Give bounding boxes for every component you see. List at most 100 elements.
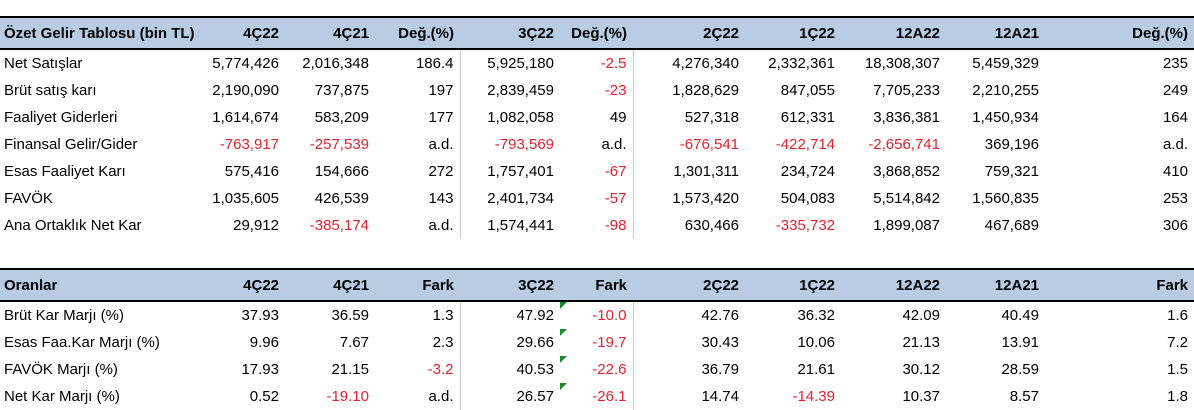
table-cell[interactable]: -10.0 bbox=[560, 301, 633, 329]
table-cell[interactable]: 847,055 bbox=[780, 82, 835, 99]
table-cell[interactable]: 29.66 bbox=[459, 329, 560, 356]
table-cell[interactable]: 5,459,329 bbox=[972, 55, 1039, 72]
summary-header-cell[interactable]: Değ.(%) bbox=[1045, 16, 1194, 50]
table-cell[interactable]: a.d. bbox=[428, 217, 454, 234]
table-cell[interactable]: 40.53 bbox=[459, 356, 560, 383]
row-label[interactable]: FAVÖK Marjı (%) bbox=[4, 361, 118, 378]
table-cell[interactable]: 30.43 bbox=[632, 329, 745, 356]
table-cell[interactable]: 36.79 bbox=[632, 356, 745, 383]
ratios-header-cell[interactable]: 1Ç22 bbox=[745, 268, 841, 302]
table-cell[interactable]: 28.59 bbox=[1001, 361, 1039, 378]
table-cell[interactable]: 2,401,734 bbox=[459, 185, 560, 212]
table-cell[interactable]: 1.8 bbox=[1167, 388, 1188, 405]
table-cell[interactable]: a.d. bbox=[428, 136, 454, 153]
row-label[interactable]: Ana Ortaklık Net Kar bbox=[4, 217, 142, 234]
summary-header-cell[interactable]: 12A22 bbox=[841, 16, 946, 50]
table-cell[interactable]: a.d. bbox=[428, 388, 454, 405]
table-cell[interactable]: 235 bbox=[1162, 55, 1188, 72]
table-cell[interactable]: -14.39 bbox=[792, 388, 835, 405]
row-label[interactable]: Faaliyet Giderleri bbox=[4, 109, 118, 126]
table-cell[interactable]: 5,925,180 bbox=[459, 49, 560, 77]
table-cell[interactable]: 7,705,233 bbox=[873, 82, 940, 99]
ratios-header-cell[interactable]: 3Ç22 bbox=[460, 268, 560, 302]
table-cell[interactable]: -2.5 bbox=[600, 55, 627, 72]
table-cell[interactable]: 177 bbox=[428, 109, 454, 126]
table-cell[interactable]: -385,174 bbox=[309, 217, 369, 234]
table-cell[interactable]: -26.1 bbox=[560, 383, 633, 410]
row-label[interactable]: Esas Faa.Kar Marjı (%) bbox=[4, 334, 160, 351]
ratios-header-cell[interactable]: 4Ç22 bbox=[195, 268, 285, 302]
summary-header-cell[interactable]: 12A21 bbox=[946, 16, 1045, 50]
table-cell[interactable]: 21.61 bbox=[797, 361, 835, 378]
table-cell[interactable]: 4,276,340 bbox=[632, 49, 745, 77]
table-cell[interactable]: 2,190,090 bbox=[212, 82, 279, 99]
table-cell[interactable]: 2,332,361 bbox=[768, 55, 835, 72]
table-cell[interactable]: -2,656,741 bbox=[868, 136, 940, 153]
table-cell[interactable]: 7.67 bbox=[339, 334, 369, 351]
summary-header-cell[interactable]: Değ.(%) bbox=[375, 16, 460, 50]
table-cell[interactable]: 369,196 bbox=[984, 136, 1039, 153]
table-cell[interactable]: -22.6 bbox=[560, 356, 633, 383]
table-cell[interactable]: 1,450,934 bbox=[972, 109, 1039, 126]
table-cell[interactable]: 17.93 bbox=[241, 361, 279, 378]
table-cell[interactable]: -422,714 bbox=[775, 136, 835, 153]
row-label[interactable]: Esas Faaliyet Karı bbox=[4, 163, 126, 180]
table-cell[interactable]: 21.15 bbox=[331, 361, 369, 378]
table-cell[interactable]: -19.7 bbox=[560, 329, 633, 356]
table-cell[interactable]: 2,016,348 bbox=[302, 55, 369, 72]
table-cell[interactable]: 234,724 bbox=[780, 163, 835, 180]
table-cell[interactable]: 13.91 bbox=[1001, 334, 1039, 351]
table-cell[interactable]: 14.74 bbox=[632, 383, 745, 410]
table-cell[interactable]: 1,082,058 bbox=[459, 104, 560, 131]
table-cell[interactable]: -23 bbox=[604, 82, 627, 99]
table-cell[interactable]: 612,331 bbox=[780, 109, 835, 126]
table-cell[interactable]: 1,614,674 bbox=[212, 109, 279, 126]
table-cell[interactable]: 0.52 bbox=[249, 388, 279, 405]
table-cell[interactable]: -3.2 bbox=[427, 361, 454, 378]
row-label[interactable]: Finansal Gelir/Gider bbox=[4, 136, 138, 153]
summary-header-cell[interactable]: 4Ç21 bbox=[285, 16, 375, 50]
table-cell[interactable]: -763,917 bbox=[219, 136, 279, 153]
table-cell[interactable]: 1,573,420 bbox=[632, 185, 745, 212]
table-cell[interactable]: 1,757,401 bbox=[459, 158, 560, 185]
table-cell[interactable]: 21.13 bbox=[902, 334, 940, 351]
table-cell[interactable]: 1,574,441 bbox=[459, 212, 560, 239]
table-cell[interactable]: 26.57 bbox=[459, 383, 560, 410]
table-cell[interactable]: -676,541 bbox=[632, 131, 745, 158]
summary-header-cell[interactable]: 3Ç22 bbox=[460, 16, 560, 50]
ratios-header-cell[interactable]: 2Ç22 bbox=[633, 268, 745, 302]
ratios-header-cell[interactable]: 12A21 bbox=[946, 268, 1045, 302]
table-cell[interactable]: 3,836,381 bbox=[873, 109, 940, 126]
table-cell[interactable]: 306 bbox=[1162, 217, 1188, 234]
table-cell[interactable]: 583,209 bbox=[314, 109, 369, 126]
table-cell[interactable]: 18,308,307 bbox=[864, 55, 940, 72]
table-cell[interactable]: 410 bbox=[1162, 163, 1188, 180]
row-label[interactable]: Brüt Kar Marjı (%) bbox=[4, 307, 125, 324]
table-cell[interactable]: 186.4 bbox=[415, 55, 454, 72]
table-cell[interactable]: 8.57 bbox=[1009, 388, 1039, 405]
table-cell[interactable]: 5,774,426 bbox=[212, 55, 279, 72]
summary-header-cell[interactable]: Değ.(%) bbox=[560, 16, 633, 50]
table-cell[interactable]: 154,666 bbox=[314, 163, 369, 180]
row-label[interactable]: Net Kar Marjı (%) bbox=[4, 388, 120, 405]
table-cell[interactable]: 30.12 bbox=[902, 361, 940, 378]
table-cell[interactable]: 49 bbox=[609, 109, 627, 126]
ratios-header-cell[interactable]: 12A22 bbox=[841, 268, 946, 302]
summary-header-cell[interactable]: 4Ç22 bbox=[195, 16, 285, 50]
table-cell[interactable]: 1.5 bbox=[1167, 361, 1188, 378]
table-cell[interactable]: -57 bbox=[604, 190, 627, 207]
table-cell[interactable]: -98 bbox=[604, 217, 627, 234]
table-cell[interactable]: 3,868,852 bbox=[873, 163, 940, 180]
table-cell[interactable]: 1,828,629 bbox=[632, 77, 745, 104]
row-label[interactable]: Net Satışlar bbox=[4, 55, 83, 72]
table-cell[interactable]: -19.10 bbox=[326, 388, 369, 405]
table-cell[interactable]: 40.49 bbox=[1001, 307, 1039, 324]
table-cell[interactable]: 2,210,255 bbox=[972, 82, 1039, 99]
table-cell[interactable]: 1,899,087 bbox=[873, 217, 940, 234]
table-cell[interactable]: 143 bbox=[428, 190, 454, 207]
row-label[interactable]: Brüt satış karı bbox=[4, 82, 97, 99]
table-cell[interactable]: 2.3 bbox=[432, 334, 454, 351]
table-cell[interactable]: 197 bbox=[428, 82, 454, 99]
table-cell[interactable]: 575,416 bbox=[224, 163, 279, 180]
table-cell[interactable]: 467,689 bbox=[984, 217, 1039, 234]
